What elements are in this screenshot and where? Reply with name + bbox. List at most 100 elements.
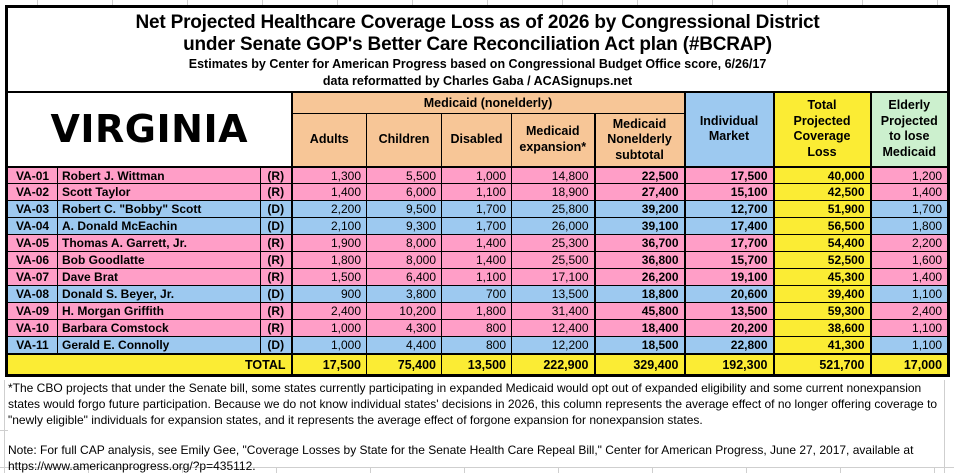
cell-children: 6,400 (366, 268, 442, 287)
cell-elderly: 1,100 (869, 285, 950, 304)
cell-individual-market: 15,100 (683, 183, 774, 202)
cell-children: 5,500 (366, 166, 442, 185)
cell-adults: 2,200 (290, 200, 367, 219)
cell-representative-name: Robert C. "Bobby" Scott (57, 200, 261, 219)
page-title-line2: under Senate GOP's Better Care Reconcili… (183, 34, 772, 56)
cell-total-loss: 51,900 (772, 200, 871, 219)
sheet-gridline (934, 467, 935, 473)
credit-line1: Estimates by Center for American Progres… (188, 57, 767, 72)
cell-expansion: 18,900 (511, 183, 595, 202)
sheet-gridline (937, 0, 938, 5)
title-row: Net Projected Healthcare Coverage Loss a… (5, 5, 950, 93)
cell-total-loss: 54,400 (772, 234, 871, 253)
cell-district: VA-06 (6, 251, 58, 270)
footnote-source: Note: For full CAP analysis, see Emily G… (8, 443, 914, 473)
cell-subtotal: 27,400 (593, 183, 685, 202)
sheet-gridline (337, 0, 338, 5)
table-row: VA-06 Bob Goodlatte (R) 1,800 8,000 1,400 25,5… (6, 251, 950, 270)
table-title-block: Net Projected Healthcare Coverage Loss a… (5, 5, 950, 93)
cell-representative-name: Barbara Comstock (57, 319, 261, 338)
table-row: VA-10 Barbara Comstock (R) 1,000 4,300 800 12,… (6, 319, 950, 338)
cell-district: VA-04 (6, 217, 58, 236)
cell-disabled: 1,800 (441, 302, 512, 321)
sheet-gridline (487, 0, 488, 5)
cell-individual-market: 19,100 (683, 268, 774, 287)
cell-individual-market: 12,700 (683, 200, 774, 219)
cell-expansion: 13,500 (511, 285, 595, 304)
cell-party: (R) (260, 302, 292, 321)
total-children: 75,400 (366, 352, 442, 377)
total-row: TOTAL 17,500 75,400 13,500 222,900 329,4… (6, 352, 950, 377)
total-label: TOTAL (6, 352, 292, 377)
cell-total-loss: 38,600 (772, 319, 871, 338)
page-title-line1: Net Projected Healthcare Coverage Loss a… (135, 12, 820, 33)
cell-individual-market: 20,600 (683, 285, 774, 304)
sheet-gridline (0, 467, 954, 468)
table-head: Net Projected Healthcare Coverage Loss a… (5, 5, 950, 168)
cell-subtotal: 36,700 (593, 234, 685, 253)
cell-disabled: 700 (441, 285, 512, 304)
total-disabled: 13,500 (441, 352, 512, 377)
cell-adults: 1,000 (290, 336, 367, 355)
cell-adults: 1,500 (290, 268, 367, 287)
cell-district: VA-09 (6, 302, 58, 321)
cell-total-loss: 39,400 (772, 285, 871, 304)
sheet-gridline (464, 467, 465, 473)
cell-adults: 1,800 (290, 251, 367, 270)
cell-elderly: 1,400 (869, 268, 950, 287)
cell-party: (R) (260, 166, 292, 185)
cell-subtotal: 39,100 (593, 217, 685, 236)
header-group-row: VIRGINIA Medicaid (nonelderly) Individua… (6, 91, 950, 168)
cell-party: (R) (260, 183, 292, 202)
cell-children: 4,300 (366, 319, 442, 338)
cell-elderly: 1,400 (869, 183, 950, 202)
cell-expansion: 14,800 (511, 166, 595, 185)
cell-adults: 1,300 (290, 166, 367, 185)
cell-party: (D) (260, 336, 292, 355)
cell-subtotal: 18,400 (593, 319, 685, 338)
sheet-gridline (637, 0, 638, 5)
sheet-gridline (412, 0, 413, 5)
table-body: VA-01 Robert J. Wittman (R) 1,300 5,500 1,000… (6, 166, 950, 355)
cell-subtotal: 18,500 (593, 336, 685, 355)
table-row: VA-04 A. Donald McEachin (D) 2,100 9,300 1,70… (6, 217, 950, 236)
cell-individual-market: 20,200 (683, 319, 774, 338)
cell-elderly: 1,200 (869, 166, 950, 185)
total-individual: 192,300 (683, 352, 774, 377)
cell-disabled: 1,400 (441, 251, 512, 270)
table-row: VA-02 Scott Taylor (R) 1,400 6,000 1,100 18,90… (6, 183, 950, 202)
table-foot: TOTAL 17,500 75,400 13,500 222,900 329,4… (6, 352, 950, 377)
cell-representative-name: A. Donald McEachin (57, 217, 261, 236)
sheet-gridline (262, 0, 263, 5)
cell-adults: 900 (290, 285, 367, 304)
table-row: VA-11 Gerald E. Connolly (D) 1,000 4,400 800 1… (6, 336, 950, 355)
cell-subtotal: 36,800 (593, 251, 685, 270)
cell-elderly: 2,200 (869, 234, 950, 253)
cell-expansion: 25,800 (511, 200, 595, 219)
header-disabled: Disabled (441, 112, 512, 168)
cell-district: VA-07 (6, 268, 58, 287)
header-total-coverage-loss: Total Projected Coverage Loss (772, 91, 871, 168)
cell-total-loss: 42,500 (772, 183, 871, 202)
header-expansion: Medicaid expansion* (511, 112, 595, 168)
cell-subtotal: 18,800 (593, 285, 685, 304)
cell-district: VA-11 (6, 336, 58, 355)
cell-children: 3,800 (366, 285, 442, 304)
cell-expansion: 25,500 (511, 251, 595, 270)
total-adults: 17,500 (290, 352, 367, 377)
cell-subtotal: 22,500 (593, 166, 685, 185)
cell-party: (D) (260, 285, 292, 304)
cell-disabled: 1,700 (441, 200, 512, 219)
cell-disabled: 1,100 (441, 183, 512, 202)
cell-expansion: 12,400 (511, 319, 595, 338)
cell-party: (R) (260, 234, 292, 253)
cell-district: VA-02 (6, 183, 58, 202)
table-row: VA-01 Robert J. Wittman (R) 1,300 5,500 1,000… (6, 166, 950, 185)
cell-party: (D) (260, 217, 292, 236)
cell-party: (D) (260, 200, 292, 219)
cell-individual-market: 22,800 (683, 336, 774, 355)
cell-expansion: 17,100 (511, 268, 595, 287)
cell-total-loss: 45,300 (772, 268, 871, 287)
cell-representative-name: Bob Goodlatte (57, 251, 261, 270)
cell-elderly: 1,600 (869, 251, 950, 270)
